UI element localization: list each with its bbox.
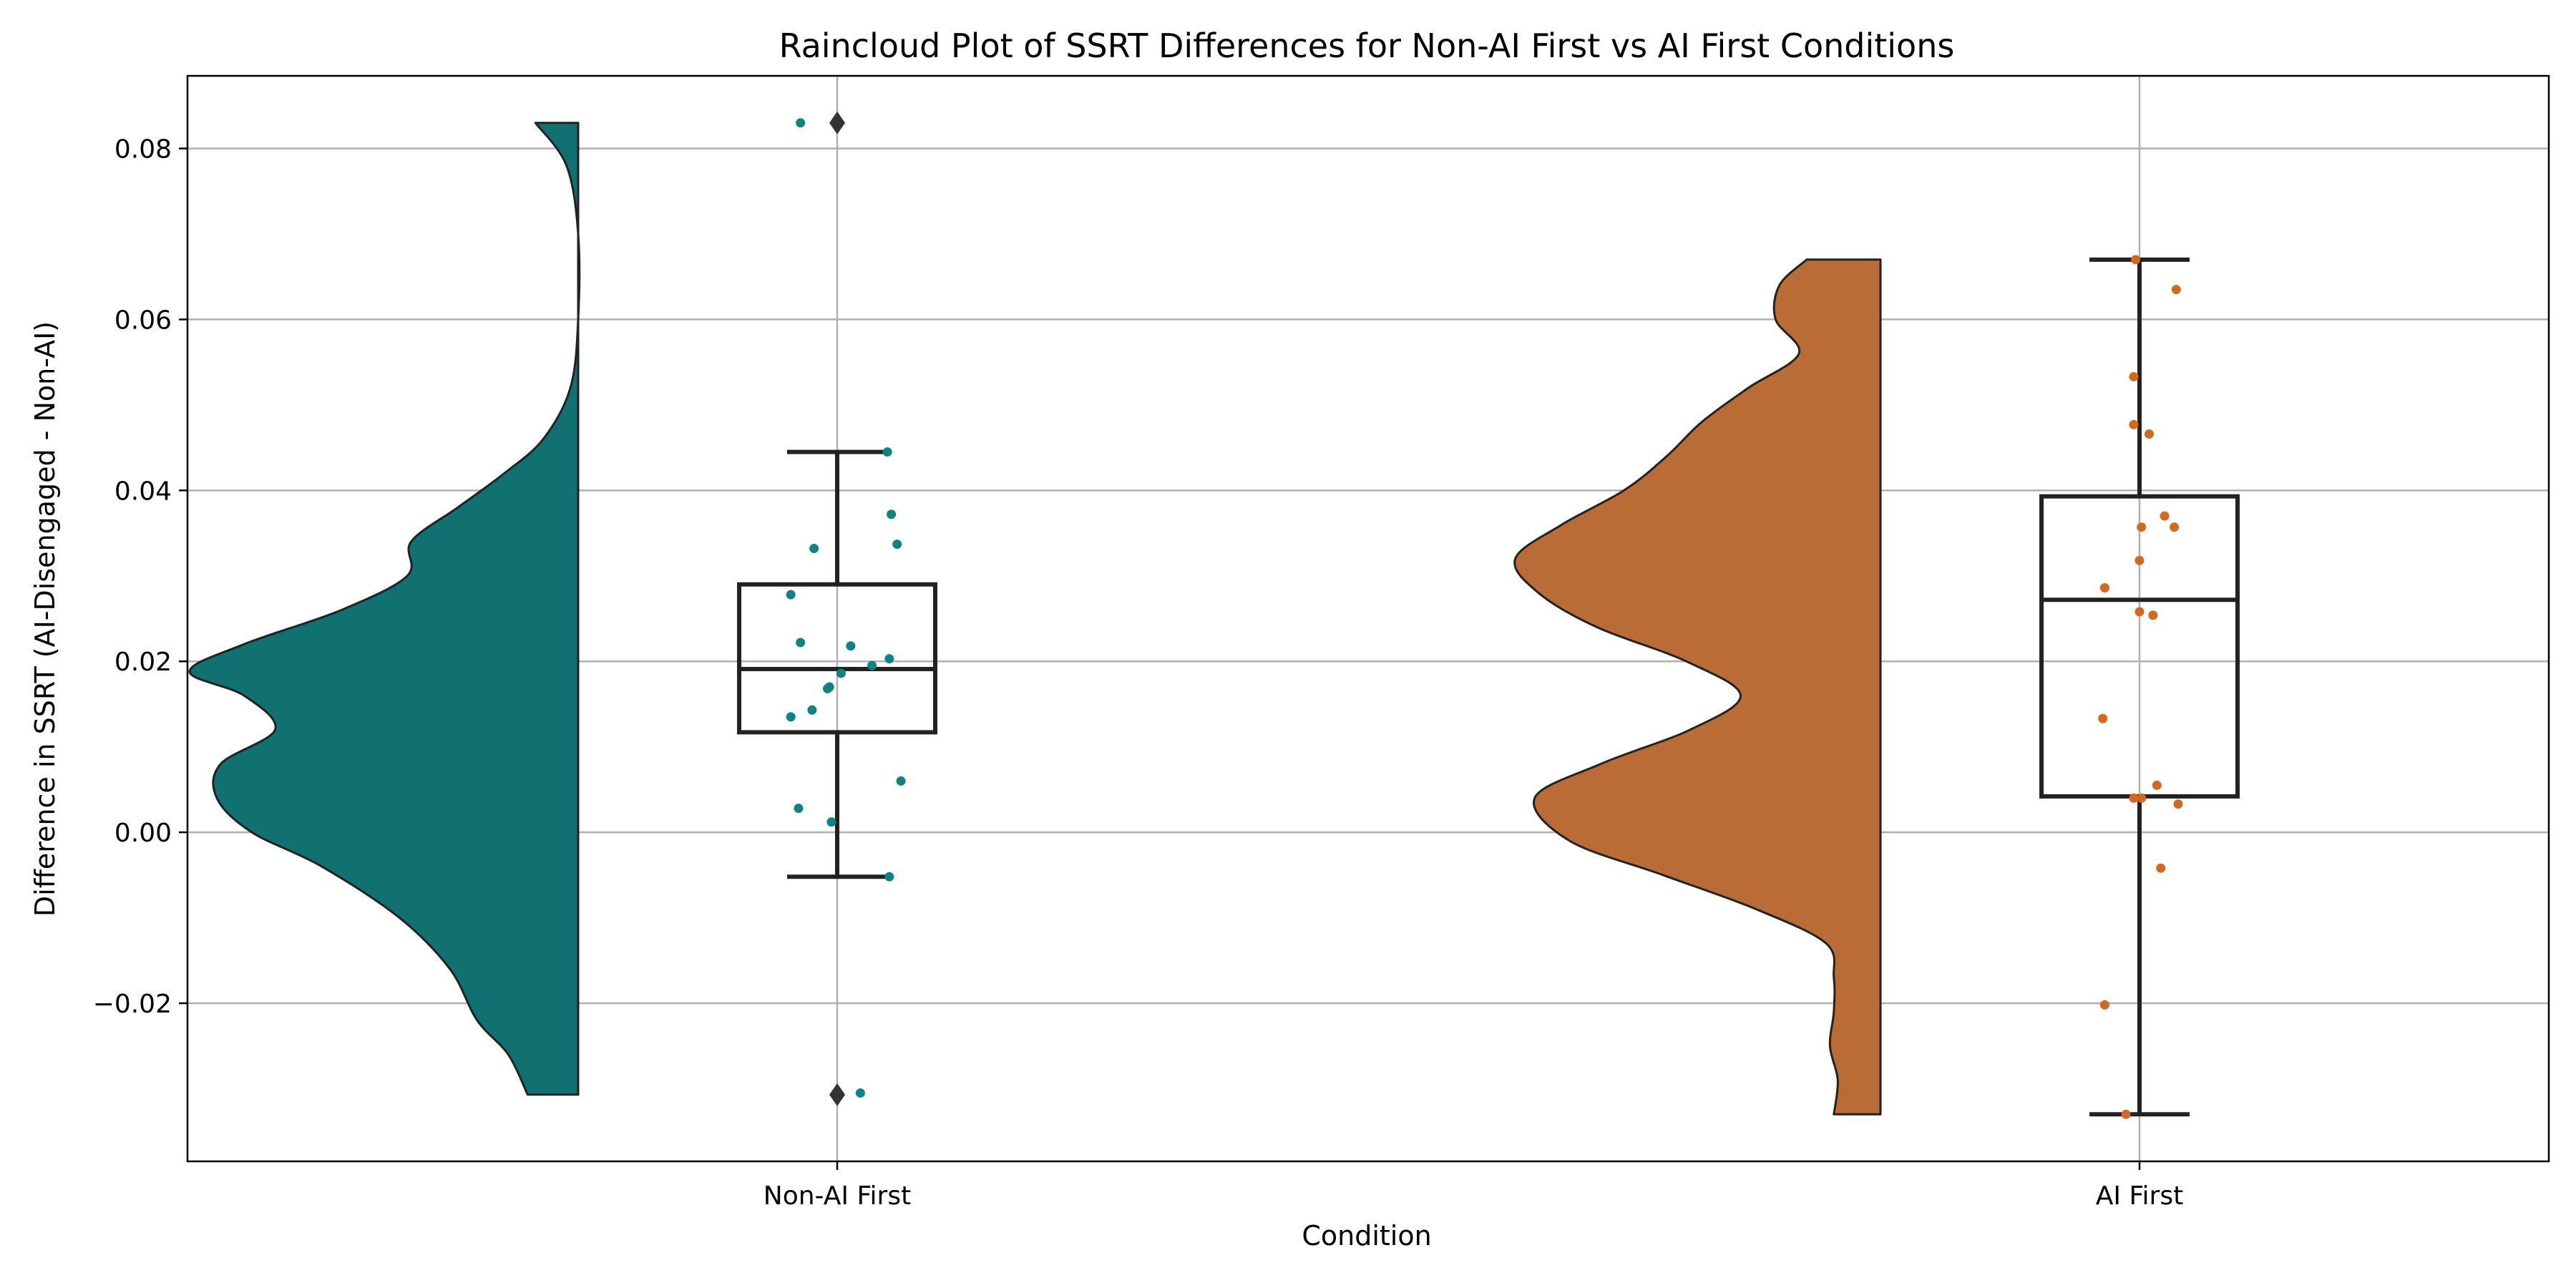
data-point: [824, 682, 834, 692]
data-point: [2129, 793, 2139, 803]
data-point: [884, 654, 894, 664]
data-point: [2173, 799, 2183, 809]
data-point: [2137, 793, 2147, 803]
data-point: [786, 590, 796, 600]
data-point: [2098, 713, 2108, 723]
data-point: [809, 544, 819, 554]
y-tick-label: −0.02: [93, 990, 172, 1019]
x-axis-label: Condition: [1302, 1220, 1431, 1252]
data-point: [892, 540, 902, 550]
data-point: [2145, 429, 2154, 439]
data-point: [882, 447, 892, 457]
data-point: [2099, 582, 2109, 592]
data-point: [2171, 285, 2181, 295]
y-tick-label: 0.04: [114, 477, 172, 506]
chart-title: Raincloud Plot of SSRT Differences for N…: [779, 26, 1955, 65]
data-point: [807, 705, 817, 715]
data-point: [896, 776, 906, 786]
data-point: [794, 804, 804, 814]
data-point: [2148, 610, 2158, 620]
y-tick-label: 0.02: [114, 648, 172, 677]
data-point: [796, 638, 806, 648]
data-point: [2135, 607, 2145, 617]
data-point: [2137, 522, 2147, 532]
y-tick-layer: −0.02 0.00 0.02 0.04 0.06 0.08: [93, 135, 187, 1019]
density-cloud: [188, 122, 581, 1096]
data-point: [2131, 255, 2141, 265]
point-layer: [786, 118, 2183, 1119]
x-tick-label: AI First: [2096, 1181, 2183, 1211]
data-point: [867, 660, 877, 670]
density-cloud: [1513, 258, 1882, 1116]
data-point: [2099, 1000, 2109, 1010]
data-point: [2156, 863, 2166, 873]
data-point: [2135, 555, 2145, 565]
iqr-box: [737, 582, 937, 735]
grid-layer: [187, 76, 2549, 1161]
x-tick-label: Non-AI First: [763, 1181, 911, 1211]
cloud-layer: [188, 122, 1882, 1116]
data-point: [887, 509, 897, 519]
data-point: [2129, 419, 2139, 429]
y-tick-label: 0.06: [114, 306, 172, 335]
y-tick-label: 0.00: [114, 819, 172, 848]
outlier-marker: [829, 111, 845, 135]
data-point: [2129, 371, 2139, 381]
data-point: [2170, 522, 2180, 532]
data-point: [786, 712, 796, 722]
outlier-marker: [829, 1083, 845, 1106]
data-point: [884, 872, 894, 882]
data-point: [855, 1088, 865, 1098]
plot-frame: [186, 74, 2550, 1163]
data-point: [2160, 511, 2170, 521]
data-point: [2121, 1109, 2131, 1119]
data-point: [826, 817, 836, 827]
data-point: [2152, 780, 2162, 790]
y-tick-label: 0.08: [114, 135, 172, 165]
y-axis-label: Difference in SSRT (AI-Disengaged - Non-…: [29, 321, 61, 917]
box-layer: [737, 111, 2240, 1117]
data-point: [836, 668, 846, 678]
data-point: [796, 118, 806, 128]
x-tick-layer: Non-AI First AI First: [763, 1161, 2183, 1211]
data-point: [846, 641, 856, 651]
